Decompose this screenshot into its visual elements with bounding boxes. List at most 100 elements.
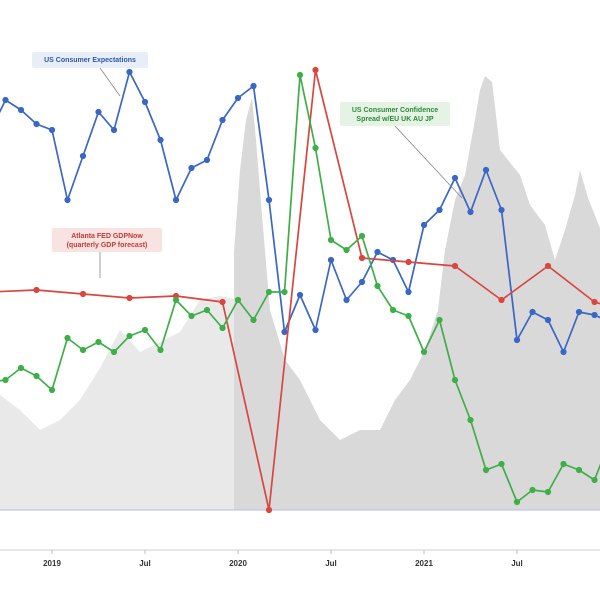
- series-blue-point: [234, 94, 242, 102]
- series-green-point: [2, 376, 9, 384]
- ann-expectations-box: [32, 52, 148, 68]
- series-blue-point: [327, 256, 335, 264]
- series-green-point: [560, 460, 567, 468]
- series-green-point: [296, 71, 304, 79]
- series-green-point: [79, 346, 87, 354]
- series-blue-point: [33, 120, 40, 128]
- series-green-point: [591, 476, 598, 484]
- series-green-point: [141, 326, 149, 334]
- series-blue-point: [498, 206, 505, 214]
- series-green-point: [110, 348, 118, 356]
- series-blue-point: [219, 116, 226, 124]
- series-green-point: [234, 296, 242, 304]
- ann-expectations: US Consumer Expectations: [32, 52, 148, 97]
- series-green-point: [420, 348, 428, 356]
- series-red-point: [265, 506, 273, 514]
- series-blue-point: [482, 166, 490, 174]
- series-blue-point: [17, 106, 25, 114]
- series-red-point: [219, 298, 226, 306]
- series-green-point: [467, 416, 474, 424]
- series-blue-point: [110, 126, 118, 134]
- series-blue-point: [126, 68, 133, 76]
- ann-gdpnow: Atlanta FED GDPNow (quarterly GDP forecas…: [52, 228, 162, 278]
- series-green-point: [544, 488, 552, 496]
- series-blue-point: [343, 296, 350, 304]
- x-tick-label: 2020: [229, 559, 247, 568]
- series-blue-point: [250, 82, 257, 90]
- series-green-point: [203, 306, 211, 314]
- x-tick-label: Jul: [325, 559, 337, 568]
- series-green-point: [405, 312, 412, 320]
- ann-spread: US Consumer Confidence Spread w/EU UK AU …: [340, 102, 463, 199]
- ann-expectations-text: US Consumer Expectations: [44, 57, 136, 64]
- series-blue-point: [141, 98, 149, 106]
- shaded-area-covid: [234, 76, 600, 510]
- ann-spread-text: US Consumer Confidence: [352, 107, 438, 114]
- series-green-point: [17, 364, 25, 372]
- series-blue-point: [188, 164, 195, 172]
- series-red-point: [126, 294, 133, 302]
- series-green-point: [343, 246, 350, 254]
- series-green-point: [281, 288, 288, 296]
- series-red-point: [405, 258, 412, 266]
- series-red-point: [591, 298, 598, 306]
- series-green-point: [157, 346, 164, 354]
- series-red-point: [544, 262, 552, 270]
- background-shading: [0, 76, 600, 510]
- series-blue-point: [203, 156, 211, 164]
- ann-expectations-leader: [99, 67, 121, 97]
- series-red-point: [498, 296, 505, 304]
- series-green-point: [358, 232, 366, 240]
- series-red: [0, 66, 600, 514]
- series-blue-point: [591, 311, 598, 319]
- ann-gdpnow-text: (quarterly GDP forecast): [67, 242, 148, 249]
- series-green-point: [513, 498, 521, 506]
- series-blue-point: [296, 291, 304, 299]
- series-green-point: [575, 466, 583, 474]
- series-blue-point: [436, 206, 443, 214]
- series-blue-point: [79, 152, 87, 160]
- series-blue-point: [420, 221, 428, 229]
- series-blue-point: [48, 126, 56, 134]
- series-blue-point: [405, 288, 412, 296]
- series-green-point: [265, 288, 273, 296]
- series-green-point: [436, 316, 443, 324]
- x-tick-label: Jul: [139, 559, 151, 568]
- series-blue-point: [575, 308, 583, 316]
- series-blue-point: [172, 196, 180, 204]
- shaded-area-left: [0, 296, 258, 510]
- series-blue-point: [312, 326, 319, 334]
- series-green-point: [498, 460, 505, 468]
- ann-spread-text: Spread w/EU UK AU JP: [356, 116, 433, 123]
- series-green-point: [48, 386, 56, 394]
- series-green-point: [64, 334, 71, 342]
- series-green-point: [188, 312, 195, 320]
- series-green-point: [219, 324, 226, 332]
- series-green-point: [33, 372, 40, 380]
- ann-spread-leader: [394, 125, 463, 199]
- x-tick-label: Jul: [511, 559, 523, 568]
- series-green-point: [374, 282, 381, 290]
- series-green-point: [389, 306, 397, 314]
- series-green-point: [327, 236, 335, 244]
- series-blue-point: [2, 96, 9, 104]
- series-red-point: [33, 286, 40, 294]
- series-blue-point: [95, 108, 102, 116]
- series-green-point: [451, 376, 459, 384]
- series-blue-point: [513, 336, 521, 344]
- series-layer: [0, 66, 600, 514]
- series-blue-point: [560, 348, 567, 356]
- series-red-point: [358, 254, 366, 262]
- series-green-point: [312, 144, 319, 152]
- series-green-point: [172, 296, 180, 304]
- series-green-point: [482, 466, 490, 474]
- series-blue-point: [374, 248, 381, 256]
- x-tick-label: 2019: [43, 559, 61, 568]
- series-blue-point: [529, 308, 536, 316]
- ann-gdpnow-text: Atlanta FED GDPNow: [71, 233, 143, 240]
- x-axis-ticks: Jul2018Jul2019Jul2020Jul2021Jul2022Jul20…: [43, 550, 523, 568]
- series-green: [0, 71, 600, 506]
- series-green-point: [95, 338, 102, 346]
- series-blue-point: [281, 328, 288, 336]
